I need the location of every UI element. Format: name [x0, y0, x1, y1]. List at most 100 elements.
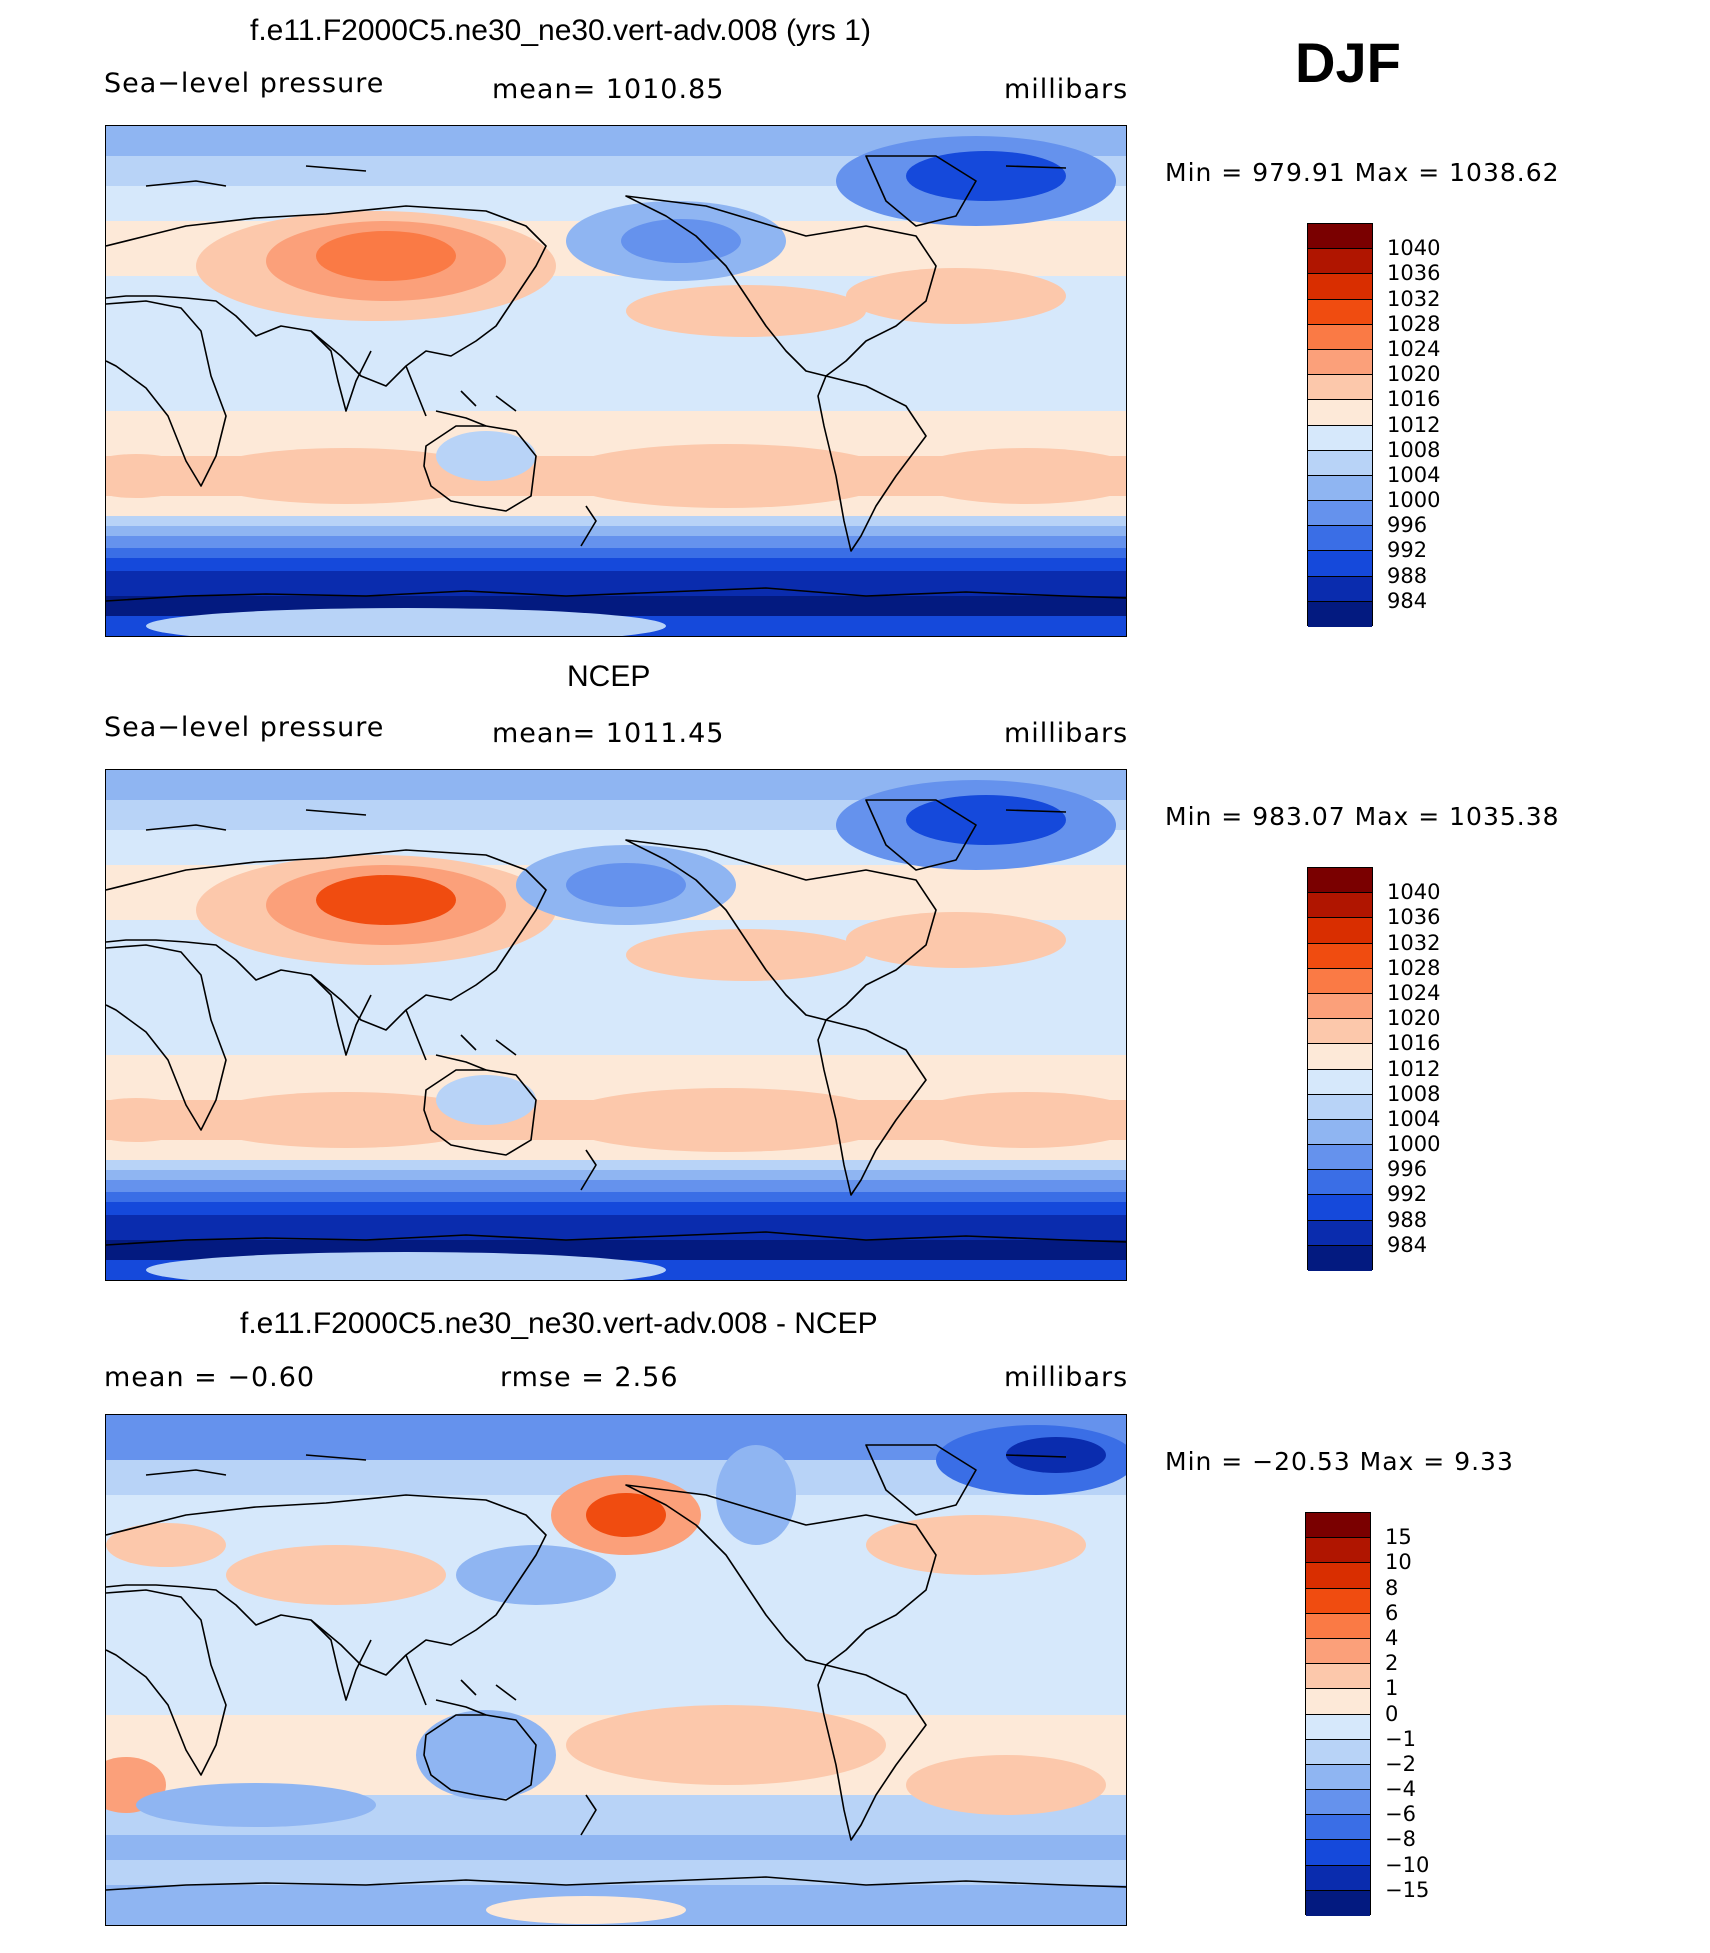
colorbar-swatch [1308, 1170, 1372, 1196]
positive-anomaly-south-atlantic [906, 1755, 1106, 1815]
panel-3-mean-label: mean = −0.60 [104, 1362, 316, 1393]
panel-3-colorbar [1305, 1512, 1371, 1916]
australian-low [436, 1075, 536, 1125]
season-label: DJF [1295, 31, 1401, 94]
colorbar-swatch [1308, 224, 1372, 250]
colorbar-label: 984 [1387, 1232, 1428, 1257]
colorbar-swatch [1308, 299, 1372, 325]
colorbar-swatch [1308, 918, 1372, 944]
panel-2-minmax: Min = 983.07 Max = 1035.38 [1165, 802, 1560, 831]
panel-1-mean-label: mean= 1010.85 [492, 74, 725, 105]
colorbar-swatch [1308, 1019, 1372, 1045]
south-pacific-high [556, 444, 896, 508]
south-atlantic-high [906, 1092, 1126, 1148]
colorbar-label: 1032 [1387, 930, 1441, 955]
colorbar-swatch [1308, 425, 1372, 451]
colorbar-swatch [1308, 601, 1372, 627]
colorbar-label: 1008 [1387, 437, 1441, 462]
colorbar-swatch [1306, 1840, 1370, 1866]
panel-2-mean-label: mean= 1011.45 [492, 718, 725, 749]
colorbar-swatch [1306, 1790, 1370, 1816]
panel-3-contour-field [106, 1415, 1126, 1925]
colorbar-swatch [1308, 943, 1372, 969]
aleutian-low-core [566, 863, 686, 907]
antarctic-interior [146, 1252, 666, 1280]
colorbar-swatch [1306, 1513, 1370, 1539]
colorbar-label: −15 [1385, 1877, 1430, 1902]
colorbar-label: 2 [1385, 1651, 1399, 1676]
colorbar-swatch [1308, 1145, 1372, 1171]
colorbar-label: −10 [1385, 1852, 1430, 1877]
colorbar-label: 1016 [1387, 387, 1441, 412]
colorbar-label: 984 [1387, 588, 1428, 613]
colorbar-label: 1016 [1387, 1031, 1441, 1056]
panel-1-title: f.e11.F2000C5.ne30_ne30.vert-adv.008 (yr… [250, 14, 871, 47]
colorbar-label: 1028 [1387, 311, 1441, 336]
colorbar-swatch [1308, 501, 1372, 527]
colorbar-swatch [1306, 1890, 1370, 1916]
colorbar-label: 1040 [1387, 236, 1441, 261]
colorbar-label: 1000 [1387, 488, 1441, 513]
panel-2-colorbar [1307, 867, 1373, 1271]
pacific-high-north [626, 285, 866, 337]
colorbar-swatch [1308, 993, 1372, 1020]
colorbar-swatch [1306, 1689, 1370, 1715]
positive-anomaly-europe [106, 1523, 226, 1567]
australian-low [436, 431, 536, 481]
coastlines [106, 799, 1126, 1246]
colorbar-swatch [1306, 1613, 1370, 1639]
colorbar-label: 988 [1387, 563, 1428, 588]
colorbar-swatch [1306, 1664, 1370, 1690]
coastlines [106, 155, 1126, 602]
colorbar-label: 1020 [1387, 1006, 1441, 1031]
negative-anomaly-alaska [716, 1445, 796, 1545]
colorbar-swatch [1308, 1245, 1372, 1271]
colorbar-swatch [1306, 1815, 1370, 1841]
south-atlantic-high-west [106, 454, 196, 498]
south-atlantic-high [906, 448, 1126, 504]
panel-3-title: f.e11.F2000C5.ne30_ne30.vert-adv.008 - N… [240, 1307, 878, 1340]
colorbar-label: 1028 [1387, 955, 1441, 980]
colorbar-label: 1032 [1387, 286, 1441, 311]
colorbar-swatch [1308, 475, 1372, 502]
negative-anomaly-southern-ocean [136, 1783, 376, 1827]
colorbar-swatch [1306, 1638, 1370, 1665]
panel-2-map [105, 769, 1127, 1281]
siberian-high-center [316, 875, 456, 925]
colorbar-label: 0 [1385, 1701, 1399, 1726]
colorbar-label: 1012 [1387, 412, 1441, 437]
panel-2-contour-field [106, 770, 1126, 1280]
colorbar-label: 1020 [1387, 362, 1441, 387]
colorbar-label: 1036 [1387, 905, 1441, 930]
panel-1-contour-field [106, 126, 1126, 636]
colorbar-swatch [1308, 400, 1372, 426]
colorbar-swatch [1308, 1119, 1372, 1146]
siberian-high-center [316, 231, 456, 281]
colorbar-swatch [1306, 1538, 1370, 1564]
colorbar-label: 996 [1387, 1157, 1428, 1182]
azores-high [846, 912, 1066, 968]
colorbar-label: 4 [1385, 1625, 1399, 1650]
colorbar-label: 1024 [1387, 336, 1441, 361]
colorbar-label: 1012 [1387, 1056, 1441, 1081]
colorbar-swatch [1308, 274, 1372, 300]
indian-ocean-high [196, 448, 496, 504]
colorbar-swatch [1308, 1044, 1372, 1070]
colorbar-swatch [1308, 375, 1372, 401]
south-pacific-high [556, 1088, 896, 1152]
colorbar-label: 1004 [1387, 1106, 1441, 1131]
colorbar-label: 1004 [1387, 462, 1441, 487]
colorbar-swatch [1308, 868, 1372, 894]
colorbar-swatch [1308, 893, 1372, 919]
colorbar-label: −8 [1385, 1827, 1416, 1852]
panel-3-units-label: millibars [1004, 1362, 1129, 1393]
colorbar-label: 1008 [1387, 1081, 1441, 1106]
panel-1-map [105, 125, 1127, 637]
positive-anomaly-antarctic [486, 1896, 686, 1924]
colorbar-swatch [1306, 1764, 1370, 1791]
colorbar-label: 10 [1385, 1550, 1412, 1575]
colorbar-label: 992 [1387, 1182, 1428, 1207]
colorbar-label: −1 [1385, 1726, 1416, 1751]
colorbar-swatch [1306, 1588, 1370, 1614]
panel-3-minmax: Min = −20.53 Max = 9.33 [1165, 1447, 1514, 1476]
